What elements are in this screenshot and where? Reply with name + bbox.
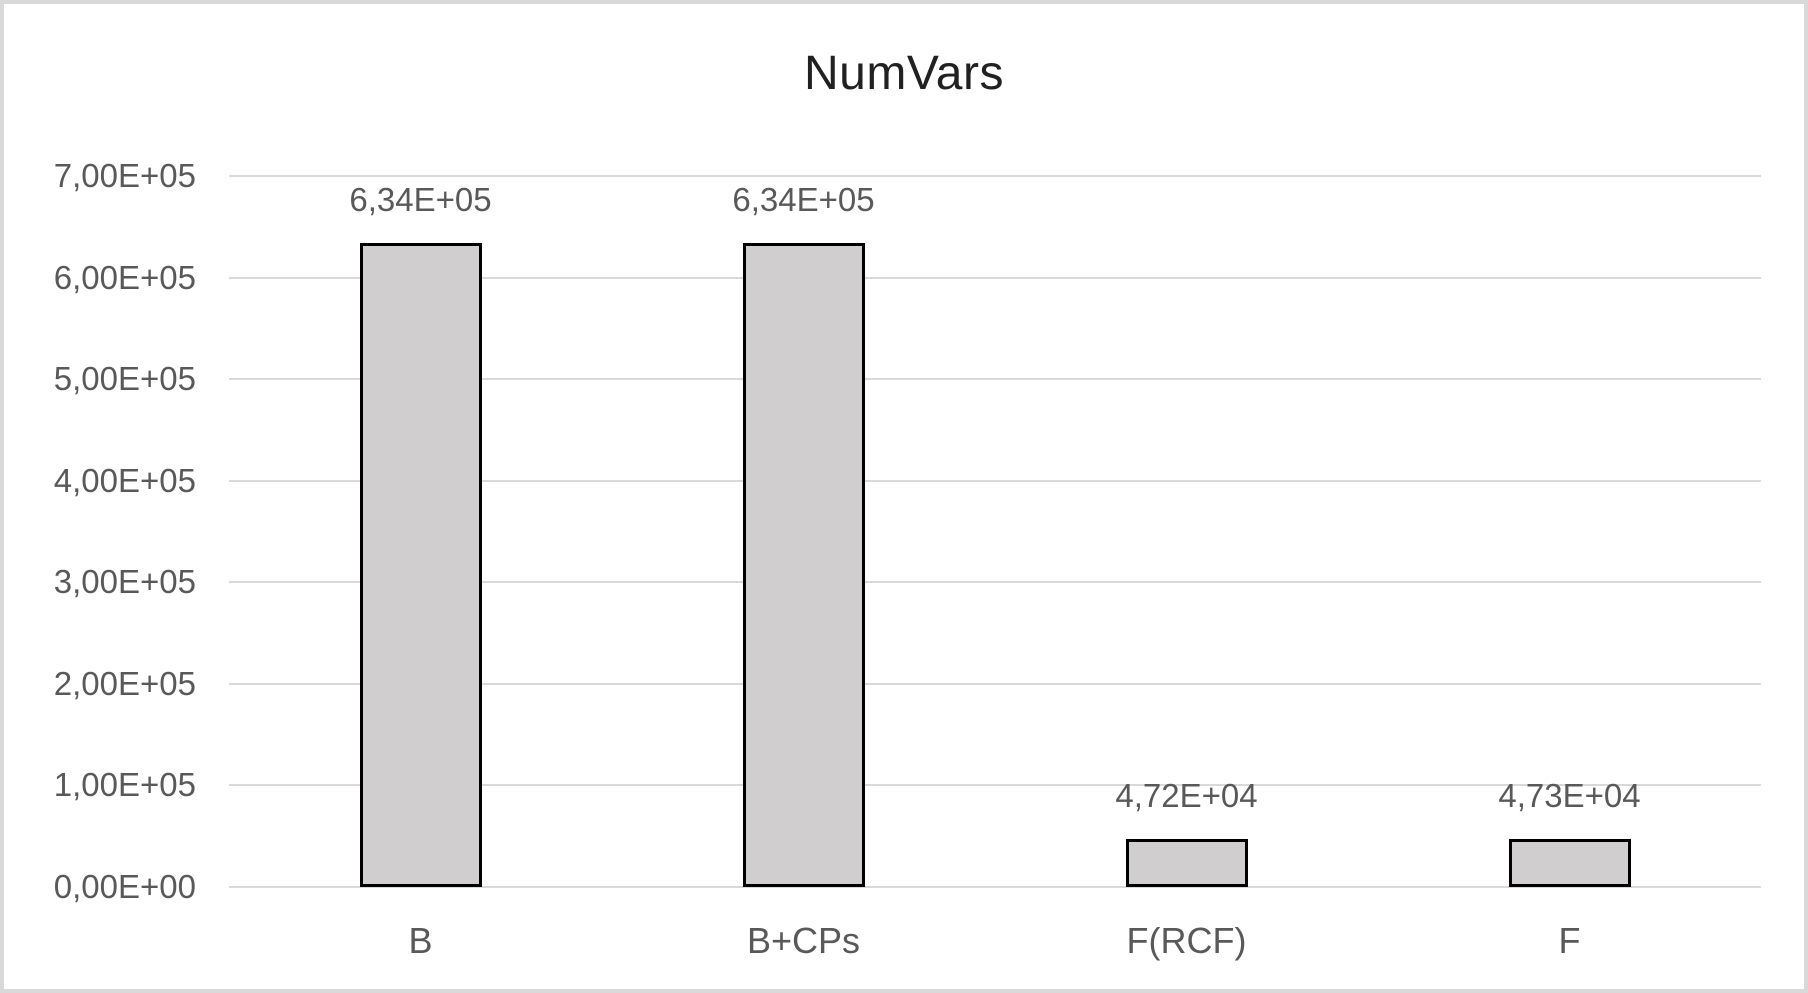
bar-value-label: 6,34E+05 [732, 181, 875, 219]
y-axis-tick-label: 3,00E+05 [53, 563, 196, 601]
chart-title: NumVars [804, 47, 1004, 100]
y-axis-tick-label: 7,00E+05 [53, 157, 196, 194]
y-axis-tick-label: 1,00E+05 [53, 766, 196, 804]
bar-F [1508, 838, 1631, 887]
y-gridline [229, 682, 1761, 685]
bar-value-label: 6,34E+05 [349, 181, 492, 219]
y-gridline [229, 581, 1761, 584]
y-axis-tick-label: 5,00E+05 [53, 360, 196, 398]
bar-B [359, 243, 482, 887]
y-gridline [229, 175, 1761, 177]
bar-B+CPs [742, 243, 865, 887]
bar-F(RCF) [1125, 839, 1248, 887]
x-axis-category-label: F(RCF) [1126, 920, 1247, 961]
bar-value-label: 4,73E+04 [1498, 776, 1641, 814]
y-gridline [229, 479, 1761, 482]
y-gridline [229, 784, 1761, 787]
y-gridline [229, 276, 1761, 279]
x-axis-category-label: B [408, 920, 433, 961]
y-axis-tick-label: 4,00E+05 [53, 461, 196, 499]
y-axis-tick-label: 2,00E+05 [53, 664, 196, 702]
y-gridline [229, 378, 1761, 381]
bar-value-label: 4,72E+04 [1115, 777, 1258, 815]
x-axis-category-label: F [1558, 920, 1581, 961]
x-axis-category-label: B+CPs [746, 920, 861, 961]
y-axis-tick-label: 6,00E+05 [53, 258, 196, 296]
y-gridline [229, 886, 1761, 888]
y-axis-tick-label: 0,00E+00 [53, 868, 196, 905]
